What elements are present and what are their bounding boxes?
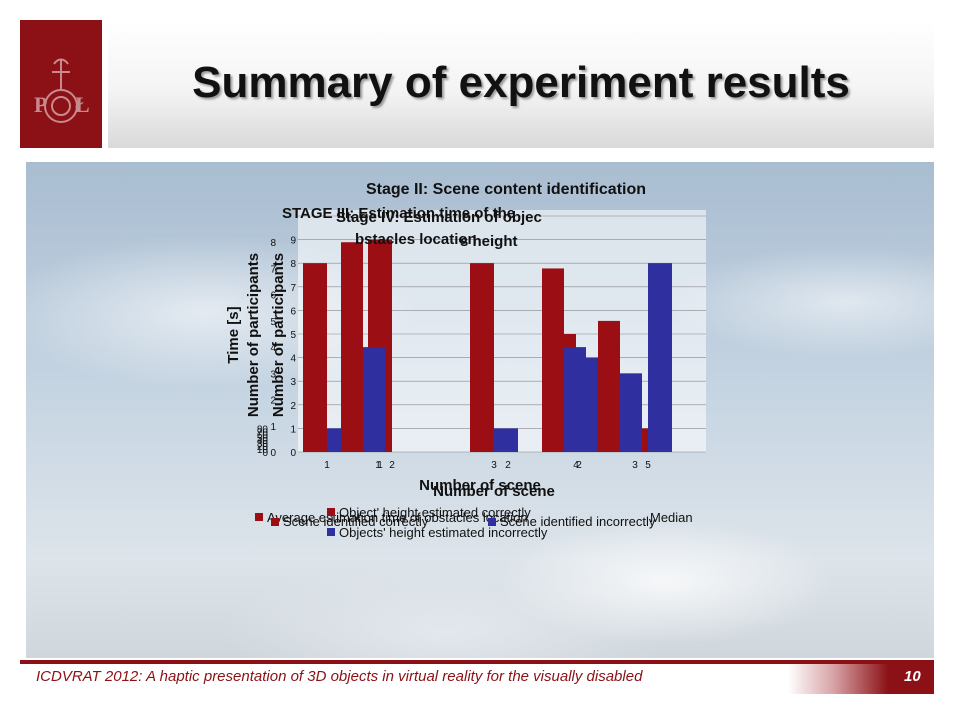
y-tick-stage4: 5 (270, 317, 276, 328)
y-axis-label-stage4: Number of participants (245, 253, 262, 417)
x-tick-stage3: 1 (377, 460, 383, 471)
legend-label-stage4-correct: Object' height estimated correctly (339, 505, 531, 520)
y-tick-stage3: 10 (257, 445, 269, 456)
x-tick-stage2: 2 (389, 460, 395, 471)
y-tick-stage4: 3 (270, 369, 276, 380)
legend-marker-stage2-incorrect (488, 518, 496, 526)
legend-label-stage2-incorrect: Scene identified incorrectly (500, 514, 656, 529)
bar-stage4-correct-scene-2 (542, 268, 564, 452)
x-tick-stage2: 3 (491, 460, 497, 471)
bar-stage2-incorrect-scene-3 (494, 428, 518, 452)
y-axis-label-stage2: Number of participants (270, 253, 287, 417)
legend-label-stage2-correct: Scene identified correctly (283, 514, 429, 529)
x-tick-stage2: 1 (324, 460, 330, 471)
y-tick-stage2: 2 (290, 401, 296, 412)
x-tick-stage4: 2 (576, 460, 582, 471)
chart-title-stage3: STAGE III: Estimation time of the (282, 205, 515, 222)
x-tick-stage3: 2 (505, 460, 511, 471)
y-tick-stage4: 2 (270, 396, 276, 407)
y-tick-stage2: 1 (290, 424, 296, 435)
y-tick-stage4: 0 (270, 448, 276, 459)
page-number: 10 (904, 668, 921, 685)
bar-stage4-correct-scene-1 (341, 242, 363, 452)
legend-marker-stage3-average (255, 513, 263, 521)
y-tick-stage2: 4 (290, 354, 296, 365)
footer-caption: ICDVRAT 2012: A haptic presentation of 3… (36, 668, 643, 685)
x-tick-stage2: 5 (645, 460, 651, 471)
legend-marker-stage2-correct (271, 518, 279, 526)
x-axis-label-stage2: Number of scene (433, 483, 555, 500)
y-tick-stage3: 70 (257, 427, 269, 438)
y-tick-stage4: 7 (270, 264, 276, 275)
bar-stage2-correct-scene-3 (470, 263, 494, 452)
y-tick-stage2: 6 (290, 306, 296, 317)
x-tick-stage2: 4 (573, 460, 579, 471)
y-tick-stage2: 8 (290, 259, 296, 270)
footer-bar (20, 664, 934, 694)
chart-title-stage2: Stage II: Scene content identification (366, 181, 646, 198)
chart-title-stage4-line2: s height (460, 233, 518, 250)
y-tick-stage4: 8 (270, 238, 276, 249)
y-tick-stage3: 50 (257, 433, 269, 444)
logo-letter-l: Ł (75, 92, 90, 117)
bar-stage2-correct-scene-1 (303, 263, 327, 452)
logo-letter-p: P (34, 92, 47, 117)
bar-stage4-incorrect-scene-1 (363, 347, 385, 452)
bar-stage4-incorrect-scene-2 (564, 347, 586, 452)
y-tick-stage3: 40 (257, 436, 269, 447)
y-tick-stage2: 3 (290, 377, 296, 388)
chart-title-stage4: Stage IV: Estimation of objec (336, 209, 542, 226)
legend-marker-stage4-incorrect (327, 528, 335, 536)
y-tick-stage3: 20 (257, 442, 269, 453)
y-tick-stage3: 0 (262, 448, 268, 459)
y-tick-stage4: 1 (270, 422, 276, 433)
legend-label-stage4-incorrect: Objects' height estimated incorrectly (339, 525, 548, 540)
legend-label-stage3-median: Median (650, 510, 693, 525)
y-tick-stage4: 6 (270, 291, 276, 302)
footer-divider (20, 660, 934, 664)
legend-marker-stage4-correct (327, 508, 335, 516)
y-tick-stage4: 4 (270, 343, 276, 354)
y-tick-stage3: 30 (257, 439, 269, 450)
bar-stage4-correct-scene-3 (598, 320, 620, 452)
university-logo: P Ł (20, 20, 102, 148)
x-tick-stage4: 1 (375, 460, 381, 471)
chart-title-stage3-line2: bstacles location (355, 231, 477, 248)
y-tick-stage3: 60 (257, 430, 269, 441)
x-axis-label-stage3: Number of scene (419, 477, 541, 494)
slide-title: Summary of experiment results (192, 58, 850, 107)
bar-stage4-incorrect-scene-3 (620, 373, 642, 452)
y-tick-stage2: 5 (290, 330, 296, 341)
logo-emblem-icon: P Ł (34, 58, 90, 123)
y-tick-stage2: 0 (290, 448, 296, 459)
y-tick-stage2: 7 (290, 283, 296, 294)
y-tick-stage3: 80 (257, 424, 269, 435)
title-band (108, 20, 934, 148)
y-tick-stage2: 9 (290, 236, 296, 247)
x-tick-stage4: 3 (632, 460, 638, 471)
bar-stage2-incorrect-scene-5 (648, 263, 672, 452)
y-axis-label-stage3: Time [s] (225, 306, 242, 363)
